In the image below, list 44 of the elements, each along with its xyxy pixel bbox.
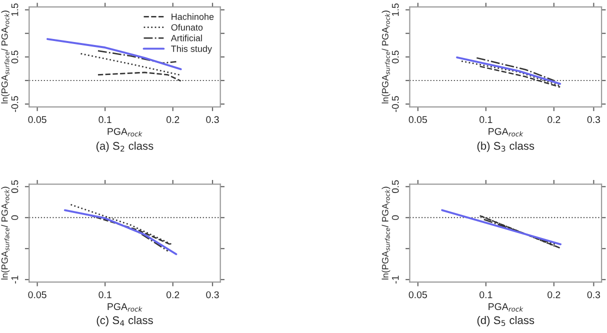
y-tick-label: 0 [392, 215, 399, 220]
y-tick-label: 0 [11, 215, 18, 220]
x-tick-label: 0.2 [166, 116, 180, 124]
x-tick-label: 0.2 [548, 291, 560, 298]
y-axis-title: ln(PGA$_{surface}$/ PGA$_{rock}$) [1, 10, 10, 104]
y-tick-label: 1.5 [11, 3, 18, 16]
x-tick-label: 0.2 [548, 116, 560, 124]
y-axis-title: ln(PGA$_{surface}$/ PGA$_{rock}$) [382, 10, 390, 104]
x-tick-label: 0.1 [480, 116, 492, 124]
y-tick-label: 0.5 [11, 180, 18, 194]
y-tick-label: -1 [11, 276, 18, 284]
legend-label: Ofunato [171, 24, 203, 31]
legend-label: This study [171, 45, 212, 54]
y-tick-label: 0.5 [392, 180, 399, 194]
legend-label: Artificial [170, 34, 202, 42]
x-axis-title: PGA$_{rock}$ [108, 128, 142, 136]
x-tick-label: 0.3 [206, 116, 219, 124]
x-axis-title: PGA$_{rock}$ [488, 128, 524, 136]
y-tick-label: 0.5 [392, 50, 399, 64]
x-tick-label: 0.3 [587, 116, 600, 124]
y-tick-label: 0.5 [11, 50, 18, 64]
y-axis-title: ln(PGA$_{surface}$/ PGA$_{rock}$) [1, 186, 10, 280]
x-tick-label: 0.05 [28, 291, 46, 298]
text: (c) S$_{4}$ class [96, 316, 153, 326]
legend-label: Hachinohe [172, 13, 214, 20]
text: (b) S$_{3}$ class [477, 142, 534, 152]
text: (d) S$_{5}$ class [477, 316, 534, 326]
text: (a) S$_{2}$ class [96, 142, 154, 152]
y-tick-label: -1 [392, 276, 399, 284]
x-tick-label: 0.3 [206, 291, 219, 298]
x-tick-label: 0.05 [28, 116, 46, 124]
x-tick-label: 0.1 [480, 291, 492, 298]
x-axis-title: PGA$_{rock}$ [108, 303, 142, 312]
x-tick-label: 0.2 [166, 291, 180, 298]
x-tick-label: 0.05 [408, 116, 427, 124]
y-tick-label: -0.5 [11, 96, 18, 112]
x-tick-label: 0.1 [98, 116, 112, 124]
x-axis-title: PGA$_{rock}$ [488, 303, 524, 312]
x-tick-label: 0.1 [98, 291, 112, 298]
y-tick-label: -0.5 [392, 96, 399, 112]
y-tick-label: 1.5 [392, 3, 399, 16]
y-axis-title: ln(PGA$_{surface}$/ PGA$_{rock}$) [382, 186, 390, 280]
x-tick-label: 0.3 [587, 291, 600, 298]
x-tick-label: 0.05 [408, 291, 427, 298]
